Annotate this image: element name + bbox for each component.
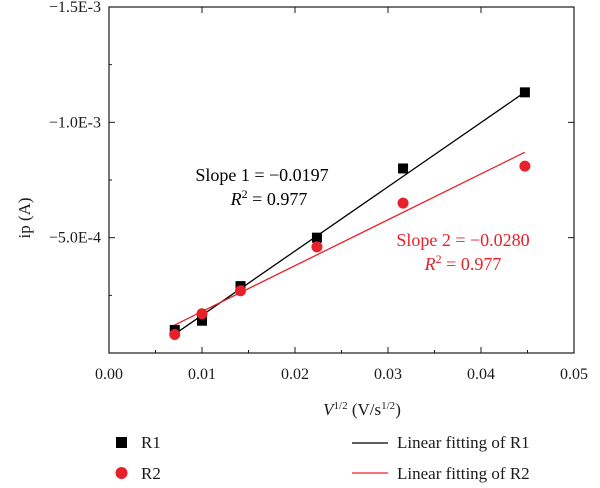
x-tick-label: 0.01 bbox=[188, 366, 216, 383]
y-axis: −5.0E-4 −1.0E-3 −1.5E-3 bbox=[49, 0, 574, 296]
point-r2 bbox=[235, 285, 247, 297]
annotation-slope-2-text: Slope 2 = −0.0280 bbox=[396, 230, 529, 250]
y-axis-title: ip (A) bbox=[15, 197, 34, 238]
legend-label-r1: R1 bbox=[141, 433, 161, 452]
plot-border bbox=[108, 6, 575, 354]
x-tick-label: 0.02 bbox=[281, 366, 309, 383]
x-tick-label: 0.05 bbox=[560, 366, 588, 383]
x-tick-label: 0.00 bbox=[95, 366, 123, 383]
data-markers bbox=[169, 87, 531, 341]
annotation-r2-1-text: R2 = 0.977 bbox=[230, 187, 308, 209]
point-r1 bbox=[197, 315, 207, 326]
legend: R1 R2 Linear fitting of R1 Linear fittin… bbox=[115, 433, 530, 483]
plot-frame bbox=[108, 6, 575, 354]
annotation-r2-2-text: R2 = 0.977 bbox=[424, 252, 502, 274]
legend-label-r2: R2 bbox=[141, 464, 161, 483]
y-tick-label: −1.5E-3 bbox=[49, 0, 101, 16]
point-r1 bbox=[519, 87, 530, 98]
point-r2 bbox=[519, 160, 531, 172]
legend-label-fit-r1: Linear fitting of R1 bbox=[397, 433, 530, 452]
point-r2 bbox=[311, 241, 323, 253]
x-axis-title: V1/2 (V/s1/2) bbox=[323, 400, 401, 419]
point-r2 bbox=[397, 197, 409, 209]
legend-marker-r1 bbox=[116, 437, 127, 448]
annotation-slope-1-text: Slope 1 = −0.0197 bbox=[195, 165, 328, 185]
legend-label-fit-r2: Linear fitting of R2 bbox=[397, 464, 530, 483]
annotation-slope-2: Slope 2 = −0.0280 R2 = 0.977 bbox=[396, 230, 529, 274]
y-tick-label: −5.0E-4 bbox=[49, 230, 101, 247]
fit-lines bbox=[173, 91, 526, 336]
x-tick-label: 0.03 bbox=[374, 366, 402, 383]
x-tick-label: 0.04 bbox=[467, 366, 495, 383]
point-r2 bbox=[169, 329, 181, 341]
x-axis: 0.00 0.01 0.02 0.03 0.04 0.05 bbox=[95, 7, 588, 383]
legend-marker-r2 bbox=[115, 467, 128, 479]
point-r2 bbox=[196, 308, 208, 320]
annotation-slope-1: Slope 1 = −0.0197 R2 = 0.977 bbox=[195, 165, 328, 209]
point-r1 bbox=[398, 163, 409, 174]
fit-line-r2 bbox=[173, 151, 525, 326]
y-tick-label: −1.0E-3 bbox=[49, 114, 101, 131]
point-r1 bbox=[311, 232, 322, 243]
fit-line-r1 bbox=[173, 91, 526, 336]
